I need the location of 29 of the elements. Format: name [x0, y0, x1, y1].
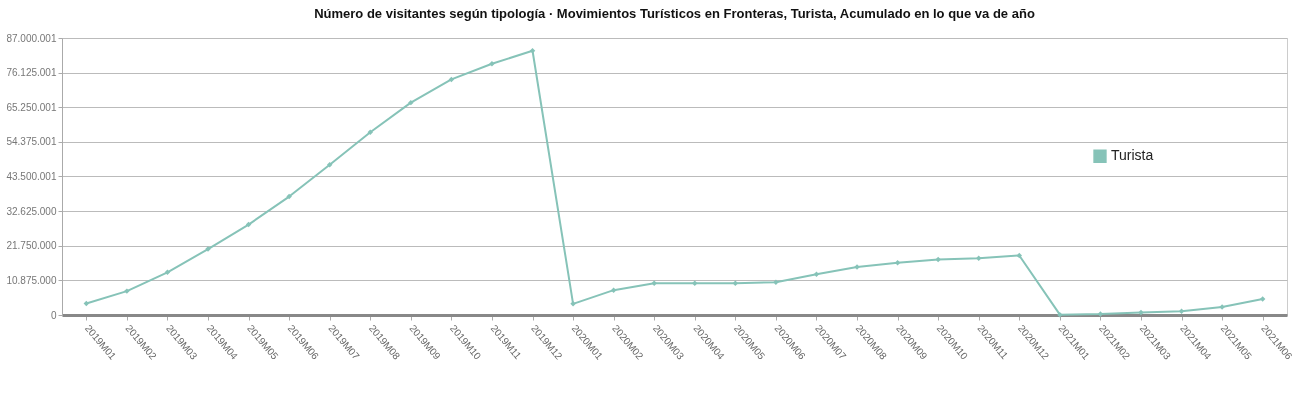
- point: [408, 99, 414, 106]
- y-tick-label: 21.750.000: [6, 240, 57, 252]
- y-tick-label: 76.125.001: [6, 67, 57, 79]
- y-tick-label: 32.625.000: [6, 205, 57, 217]
- point: [692, 280, 698, 286]
- point: [1259, 296, 1266, 302]
- point: [610, 287, 617, 293]
- point: [367, 129, 374, 135]
- point: [1057, 311, 1063, 318]
- point: [813, 271, 820, 277]
- point: [1016, 252, 1023, 259]
- point: [975, 255, 982, 262]
- y-tick-label: 43.500.001: [6, 171, 57, 182]
- y-tick-label: 10.875.000: [6, 274, 57, 286]
- point: [651, 280, 657, 286]
- y-tick-label: 65.250.001: [6, 101, 57, 113]
- point: [894, 260, 901, 266]
- y-tick-label: 87.000.001: [6, 32, 57, 44]
- point: [1138, 309, 1144, 316]
- point: [732, 280, 739, 286]
- point: [326, 161, 333, 168]
- point: [935, 256, 941, 263]
- point: [1178, 308, 1185, 314]
- chart-title: Número de visitantes según tipología · Movimientos Turísticos en Fronteras, Turista, Acumulado en lo que va de año: [314, 6, 1035, 21]
- point: [773, 279, 779, 285]
- y-tick-label: 0: [50, 309, 57, 321]
- point: [286, 193, 292, 200]
- y-tick-label: 54.375.001: [6, 136, 57, 148]
- legend-label: Turista: [1111, 147, 1154, 164]
